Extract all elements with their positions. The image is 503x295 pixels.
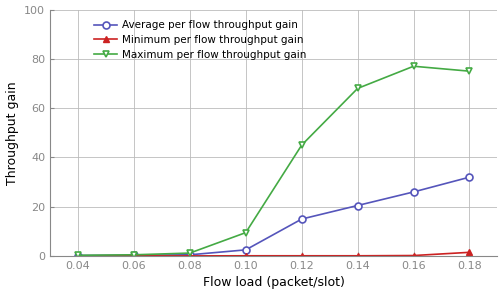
Legend: Average per flow throughput gain, Minimum per flow throughput gain, Maximum per : Average per flow throughput gain, Minimu… <box>91 17 310 63</box>
Y-axis label: Throughput gain: Throughput gain <box>6 81 19 185</box>
X-axis label: Flow load (packet/slot): Flow load (packet/slot) <box>203 276 345 289</box>
